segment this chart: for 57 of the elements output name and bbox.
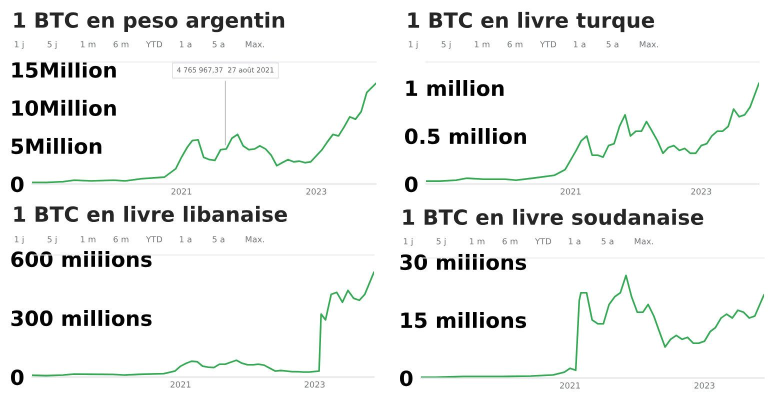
- text: 1 a: [574, 41, 586, 48]
- text: 5 a: [212, 236, 224, 242]
- text: YTD: [540, 41, 556, 48]
- y-tick-label: 300 millions: [11, 310, 152, 326]
- text: 1 a: [568, 238, 580, 244]
- text: Max.: [246, 236, 264, 242]
- text: 1 m: [470, 238, 484, 244]
- x-tick-label: 2023: [304, 381, 325, 388]
- text: 6 m: [114, 236, 128, 242]
- y-tick-label: 0: [10, 176, 24, 192]
- y-tick-label: 15Million: [12, 62, 116, 78]
- text: 5 j: [442, 40, 450, 50]
- text: 5 a: [212, 41, 224, 48]
- x-tick-label: 2023: [694, 382, 714, 389]
- chart-title: 1 BTC en livre libanaise: [14, 206, 287, 222]
- chart-title: 1 BTC en livre turque: [408, 12, 654, 32]
- text: 1 j: [404, 238, 412, 246]
- text: 6 m: [502, 238, 518, 244]
- text: 1 j: [14, 236, 24, 244]
- text: 5 j: [436, 238, 446, 246]
- y-tick-label: 1 million: [406, 80, 504, 96]
- text: 1 a: [180, 41, 192, 48]
- x-tick-label: 2021: [171, 188, 192, 195]
- text: YTD: [534, 238, 552, 244]
- chart-title: 1 BTC en peso argentin: [14, 12, 284, 32]
- text: 5 j: [48, 40, 56, 50]
- y-tick-label: 0.5 million: [404, 128, 526, 144]
- text: Max.: [246, 41, 264, 48]
- x-tick-label: 2021: [560, 382, 580, 389]
- x-tick-label: 2021: [170, 381, 190, 388]
- y-tick-label: 0: [10, 369, 24, 386]
- text: 5 j: [48, 236, 56, 244]
- y-tick-label: 30 millions: [400, 254, 526, 270]
- y-tick-label: 10Million: [12, 100, 116, 116]
- text: 1 m: [80, 236, 96, 242]
- text: 6 m: [114, 41, 128, 48]
- text: 1 a: [180, 236, 192, 242]
- x-tick-label: 2023: [306, 188, 326, 195]
- text: 1 j: [408, 40, 418, 50]
- y-tick-label: 600 millions: [11, 251, 152, 268]
- x-tick-label: 2021: [560, 188, 581, 195]
- chart-title: 1 BTC en livre soudanaise: [403, 208, 704, 226]
- text: 5 a: [606, 41, 618, 48]
- text: 1 j: [14, 40, 24, 50]
- y-tick-label: 15 millions: [401, 312, 526, 328]
- y-tick-label: 5Million: [12, 138, 102, 154]
- text: Max.: [640, 41, 658, 48]
- text: YTD: [146, 236, 162, 242]
- x-tick-label: 2023: [691, 188, 712, 195]
- text: 1 m: [474, 41, 490, 48]
- y-tick-label: 0: [404, 176, 418, 192]
- text: YTD: [146, 41, 162, 48]
- text: 5 a: [602, 238, 614, 244]
- text: 1 m: [80, 41, 96, 48]
- text: 6 m: [508, 41, 522, 48]
- y-tick-label: 0: [400, 370, 412, 386]
- text: Max.: [634, 238, 653, 244]
